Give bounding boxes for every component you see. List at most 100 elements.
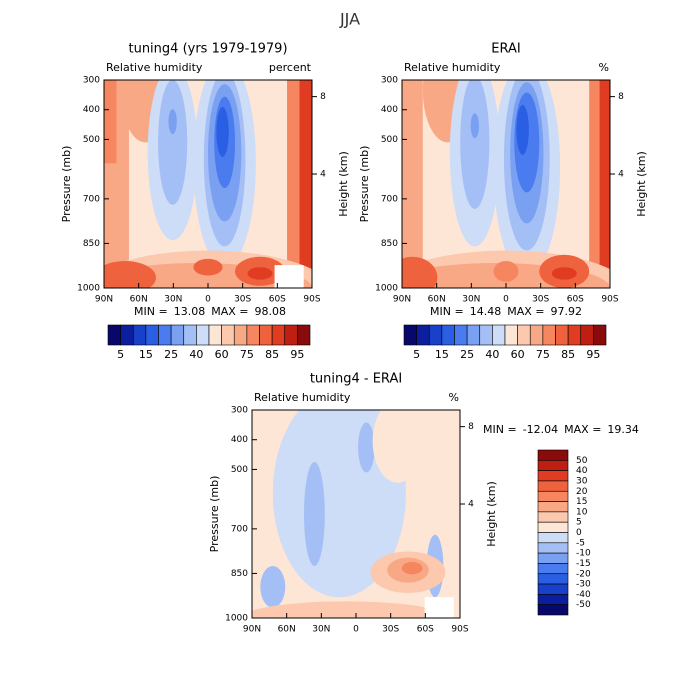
colorbar-box	[284, 324, 298, 346]
y-tick-label: 300	[231, 406, 248, 416]
colorbar-label: -15	[576, 559, 591, 569]
contour-fill	[158, 80, 188, 205]
colorbar-box	[259, 324, 273, 346]
colorbar-box	[504, 324, 518, 346]
x-tick-label: 60N	[130, 295, 148, 305]
y-tick-label: 700	[83, 194, 100, 204]
contour-fill	[358, 422, 375, 473]
colorbar-box	[183, 324, 197, 346]
colorbar-label: 15	[435, 348, 449, 361]
y-tick-label: 300	[83, 76, 100, 86]
colorbar-box	[170, 324, 185, 346]
colorbar-label: 75	[240, 348, 254, 361]
y-tick-label: 400	[231, 435, 248, 445]
colorbar-label: -50	[576, 600, 591, 610]
colorbar-box	[537, 563, 569, 575]
colorbar-box	[537, 490, 569, 502]
y2-axis-label: Height (km)	[337, 151, 350, 217]
units-label: %	[599, 61, 609, 74]
panel-subtitle: Relative humidity	[404, 61, 501, 74]
colorbar-box	[441, 324, 455, 346]
contour-fill	[460, 80, 490, 209]
colorbar-box	[537, 532, 569, 544]
colorbar-label: 95	[290, 348, 304, 361]
y2-tick-label: 8	[618, 92, 624, 102]
colorbar-box	[196, 324, 210, 346]
colorbar-label: 25	[164, 348, 178, 361]
contour-fill	[304, 462, 325, 566]
colorbar-label: -30	[576, 580, 591, 590]
x-tick-label: 30N	[462, 295, 480, 305]
colorbar-label: 5	[117, 348, 124, 361]
x-tick-label: 30N	[164, 295, 182, 305]
colorbar-box	[537, 542, 569, 554]
y2-tick-label: 4	[468, 500, 474, 510]
contour-fill	[299, 80, 312, 288]
colorbar-box	[454, 324, 468, 346]
colorbar-box	[466, 324, 481, 346]
colorbar-box	[529, 324, 544, 346]
x-tick-label: 30S	[532, 295, 549, 305]
colorbar-box	[403, 324, 417, 346]
colorbar-box	[233, 324, 248, 346]
x-tick-label: 90S	[601, 295, 618, 305]
colorbar-box	[537, 480, 569, 492]
x-tick-label: 90N	[393, 295, 411, 305]
colorbar-label: 60	[511, 348, 525, 361]
x-tick-label: 30S	[234, 295, 251, 305]
colorbar-box	[537, 583, 569, 595]
contour-fill	[168, 109, 177, 135]
colorbar-box	[107, 324, 121, 346]
stats: MIN = 13.08 MAX = 98.08	[134, 305, 286, 318]
stats-label: MAX =	[564, 423, 601, 436]
stats-label: MAX =	[507, 305, 544, 318]
stats-value: 98.08	[254, 305, 286, 318]
x-tick-label: 0	[353, 625, 359, 635]
colorbar-box	[580, 324, 594, 346]
colorbar-label: 5	[576, 518, 582, 528]
contour-fill	[493, 260, 519, 282]
contour-fill	[470, 113, 479, 139]
colorbar-box	[221, 324, 235, 346]
colorbar-box	[479, 324, 493, 346]
colorbar-label: 15	[139, 348, 153, 361]
stats: MIN = 14.48 MAX = 97.92	[430, 305, 582, 318]
contour-fill	[372, 410, 423, 483]
x-tick-label: 90N	[95, 295, 113, 305]
y-tick-label: 1000	[375, 284, 398, 294]
contour-fill	[260, 566, 286, 608]
units-label: %	[449, 391, 459, 404]
stats-label: MIN =	[430, 305, 464, 318]
colorbar-box	[492, 324, 506, 346]
colorbar-label: 75	[536, 348, 550, 361]
colorbar-box	[120, 324, 134, 346]
colorbar-label: -40	[576, 590, 591, 600]
y-tick-label: 700	[381, 194, 398, 204]
x-tick-label: 60S	[269, 295, 286, 305]
y-tick-label: 1000	[77, 284, 100, 294]
colorbar-box	[542, 324, 556, 346]
y-tick-label: 850	[231, 569, 248, 579]
y-tick-label: 500	[83, 135, 100, 145]
stats-label: MAX =	[211, 305, 248, 318]
x-tick-label: 0	[205, 295, 211, 305]
contour-fill	[252, 601, 450, 618]
y2-axis-label: Height (km)	[485, 481, 498, 547]
colorbar-label: 95	[586, 348, 600, 361]
contour-fill	[599, 80, 610, 288]
colorbar-box	[537, 449, 569, 461]
panel-title: ERAI	[491, 42, 520, 57]
terrain-mask	[274, 265, 304, 288]
contour-field	[252, 410, 460, 618]
contour-fill	[516, 104, 529, 155]
panel-title: tuning4 - ERAI	[310, 372, 402, 387]
x-tick-label: 0	[503, 295, 509, 305]
colorbar-box	[537, 573, 569, 585]
colorbar-box	[537, 594, 569, 605]
colorbar-box	[537, 501, 569, 513]
colorbar-label: 5	[413, 348, 420, 361]
y-tick-label: 700	[231, 524, 248, 534]
y2-tick-label: 4	[320, 170, 326, 180]
colorbar-box	[246, 324, 260, 346]
x-tick-label: 60N	[278, 625, 296, 635]
